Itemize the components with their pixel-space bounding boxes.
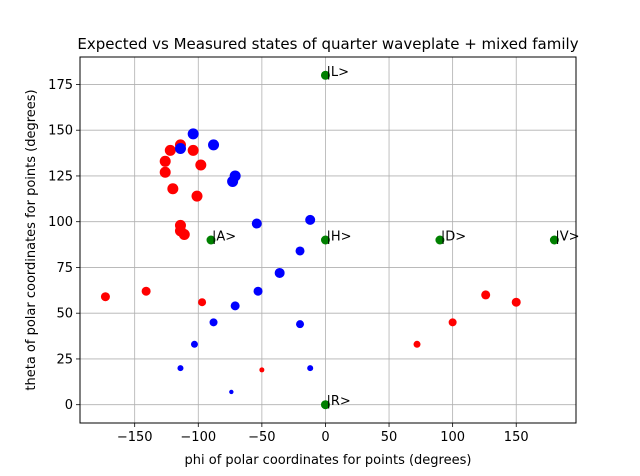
y-axis-label: theta of polar coordinates for points (d… xyxy=(24,89,39,390)
chart-title: Expected vs Measured states of quarter w… xyxy=(77,35,578,53)
y-tick-label: 25 xyxy=(56,352,73,367)
blue-data-point xyxy=(305,214,316,225)
x-tick-label: 150 xyxy=(504,430,529,445)
x-tick-label: 100 xyxy=(440,430,465,445)
y-tick-label: 100 xyxy=(48,215,73,230)
state-label: |V> xyxy=(555,230,579,245)
red-data-point xyxy=(159,166,171,178)
blue-data-point xyxy=(177,365,184,372)
red-data-point xyxy=(259,367,265,373)
blue-data-point xyxy=(187,128,199,140)
y-tick-label: 0 xyxy=(65,398,73,413)
x-tick-label: −150 xyxy=(117,430,153,445)
green-data-point xyxy=(435,235,445,245)
blue-data-point xyxy=(251,218,262,229)
blue-data-point xyxy=(253,286,263,296)
blue-data-point xyxy=(295,246,305,256)
green-data-point xyxy=(206,235,216,245)
state-label: |D> xyxy=(441,230,466,245)
x-tick-label: 50 xyxy=(381,430,398,445)
red-data-point xyxy=(141,286,151,296)
point-annotations: |L> |A> |H> |D> |V> |R> xyxy=(212,65,580,409)
blue-data-point xyxy=(230,301,240,311)
state-label: |L> xyxy=(326,65,349,80)
blue-data-point xyxy=(209,318,218,327)
blue-data-point xyxy=(296,320,305,329)
x-tick-label: 0 xyxy=(321,430,329,445)
y-tick-label: 75 xyxy=(56,261,73,276)
blue-data-point xyxy=(274,267,285,278)
red-data-point xyxy=(167,183,179,195)
red-data-point xyxy=(164,144,176,156)
red-data-point xyxy=(187,144,199,156)
green-data-point xyxy=(320,235,330,245)
blue-data-point xyxy=(174,143,186,154)
x-axis-ticks: −150 −100 −50 0 50 100 150 xyxy=(117,423,529,445)
data-points xyxy=(100,70,559,410)
red-data-point xyxy=(481,290,491,300)
red-data-point xyxy=(198,298,207,307)
red-data-point xyxy=(159,155,171,167)
plot-frame xyxy=(79,56,577,424)
blue-data-point xyxy=(229,170,241,182)
blue-data-point xyxy=(307,365,314,372)
red-data-point xyxy=(195,159,207,171)
y-axis-ticks: 0 25 50 75 100 125 150 175 xyxy=(48,78,80,413)
red-data-point xyxy=(448,318,457,327)
blue-data-point xyxy=(208,139,220,151)
x-tick-label: −50 xyxy=(248,430,275,445)
y-tick-label: 125 xyxy=(48,169,73,184)
state-label: |A> xyxy=(212,230,236,245)
y-tick-label: 50 xyxy=(56,307,73,322)
x-axis-label: phi of polar coordinates for points (deg… xyxy=(185,453,472,468)
state-label: |R> xyxy=(326,394,350,409)
x-tick-label: −100 xyxy=(180,430,216,445)
y-tick-label: 150 xyxy=(48,124,73,139)
red-data-point xyxy=(178,229,190,241)
red-data-point xyxy=(100,292,110,302)
blue-data-point xyxy=(190,340,198,348)
red-data-point xyxy=(511,297,521,307)
grid-lines xyxy=(80,57,576,423)
blue-data-point xyxy=(229,389,234,395)
y-tick-label: 175 xyxy=(48,78,73,93)
red-data-point xyxy=(413,340,421,348)
green-data-point xyxy=(320,70,330,80)
state-label: |H> xyxy=(326,230,351,245)
red-data-point xyxy=(191,190,203,202)
green-data-point xyxy=(549,235,559,245)
green-data-point xyxy=(320,400,330,410)
